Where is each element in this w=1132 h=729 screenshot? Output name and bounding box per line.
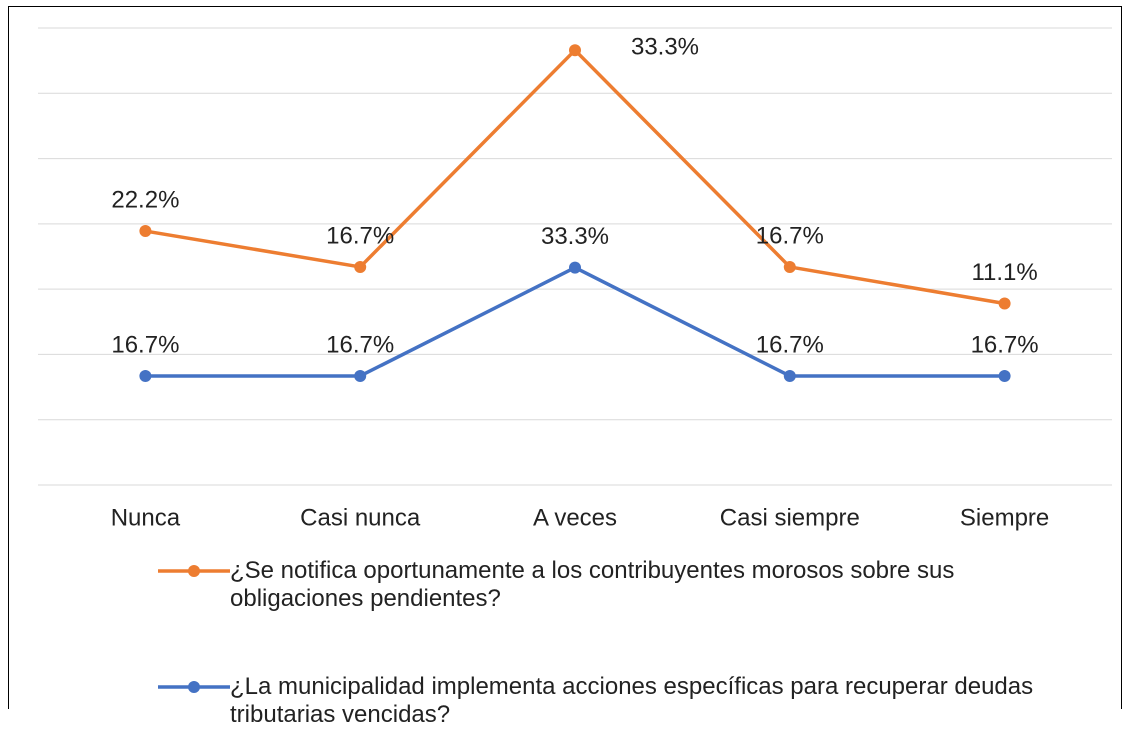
legend-marker (188, 681, 200, 693)
data-label: 16.7% (326, 331, 394, 358)
data-label: 16.7% (971, 331, 1039, 358)
chart: Nunca Casi nunca A veces Casi siempre Siempr… (38, 27, 1112, 531)
legend-marker (188, 565, 200, 577)
x-tick-label: A veces (533, 504, 617, 531)
data-point (569, 44, 581, 57)
legend-item: ¿La municipalidad implementa acciones es… (158, 673, 1098, 729)
legend-swatch (158, 565, 230, 577)
data-label: 16.7% (326, 222, 394, 249)
legend-swatch (158, 681, 230, 693)
chart-frame (8, 6, 1122, 709)
data-point (998, 369, 1011, 382)
data-label: 33.3% (541, 223, 609, 250)
x-tick-label: Casi siempre (720, 504, 860, 531)
x-tick-label: Nunca (111, 504, 181, 531)
data-point (783, 369, 796, 382)
data-label: 16.7% (111, 331, 179, 358)
data-point (783, 260, 796, 273)
legend-label: ¿La municipalidad implementa acciones es… (230, 673, 1034, 728)
data-label: 16.7% (756, 331, 824, 358)
data-label: 22.2% (111, 186, 179, 213)
data-point (998, 297, 1011, 310)
data-label: 33.3% (631, 34, 699, 61)
data-point (569, 261, 581, 274)
data-label: 11.1% (971, 259, 1037, 286)
legend-item: ¿Se notifica oportunamente a los contrib… (158, 557, 1098, 613)
data-point (139, 225, 152, 238)
data-point (354, 260, 367, 273)
x-tick-label: Casi nunca (300, 504, 421, 531)
x-tick-label: Siempre (960, 504, 1049, 531)
legend-label: ¿Se notifica oportunamente a los contrib… (230, 557, 955, 612)
series-line (145, 265, 1005, 378)
data-point (354, 369, 367, 382)
data-point (139, 369, 152, 382)
data-label: 16.7% (756, 222, 824, 249)
